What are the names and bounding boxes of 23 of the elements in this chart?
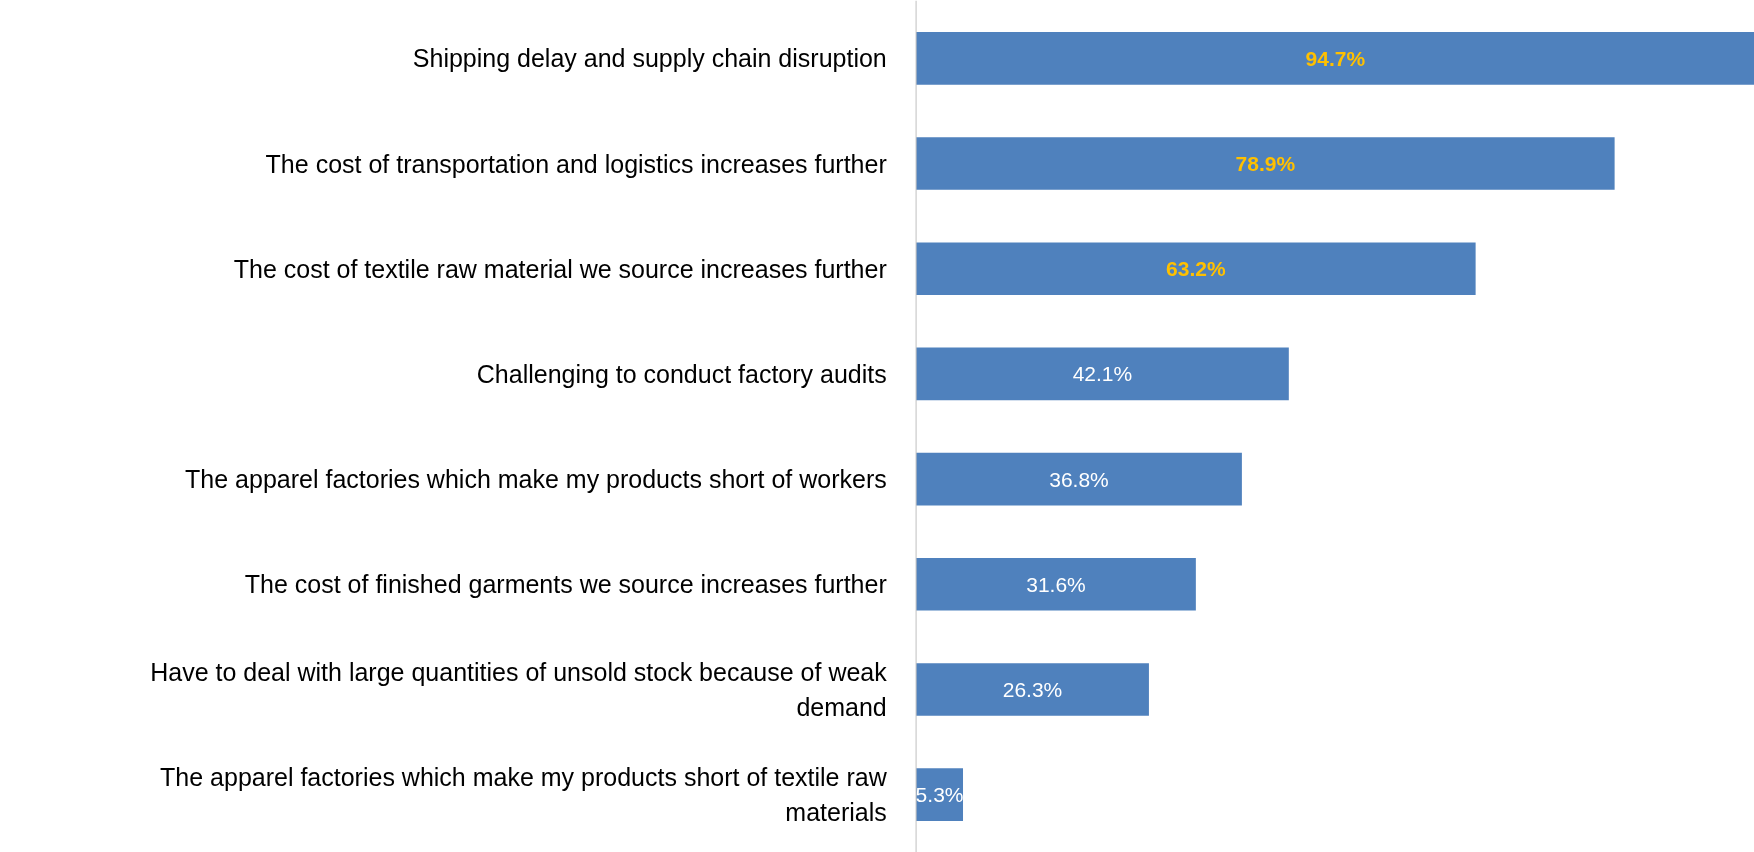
data-label: 94.7% (1305, 46, 1366, 70)
data-label: 63.2% (1166, 257, 1226, 281)
bar (916, 663, 1149, 716)
bar (916, 32, 1754, 85)
bar (916, 557, 1196, 611)
y-tick-label: The cost of textile raw material we source increases further (233, 254, 887, 283)
y-tick-label: The cost of transportation and logistics increases further (265, 149, 887, 178)
data-label: 5.3% (915, 783, 964, 807)
data-label: 31.6% (1026, 572, 1086, 596)
data-label: 42.1% (1072, 362, 1133, 386)
y-tick-label: The cost of finished garments we source increases further (244, 570, 887, 599)
data-label: 78.9% (1235, 152, 1296, 176)
bar (916, 347, 1289, 401)
y-tick-label: Challenging to conduct factory audits (476, 359, 887, 388)
data-label: 26.3% (1002, 677, 1063, 701)
bar (916, 137, 1615, 190)
y-tick-label: The apparel factories which make my products short of workers (185, 465, 887, 494)
y-tick-label: Shipping delay and supply chain disruption (412, 44, 887, 73)
y-tick-label: The apparel factories which make my products short of textile raw materials (160, 763, 888, 827)
bar (916, 452, 1242, 506)
bar (916, 242, 1476, 296)
y-tick-label: Have to deal with large quantities of unsold stock because of weak demand (150, 657, 888, 721)
data-label: 36.8% (1049, 467, 1109, 491)
